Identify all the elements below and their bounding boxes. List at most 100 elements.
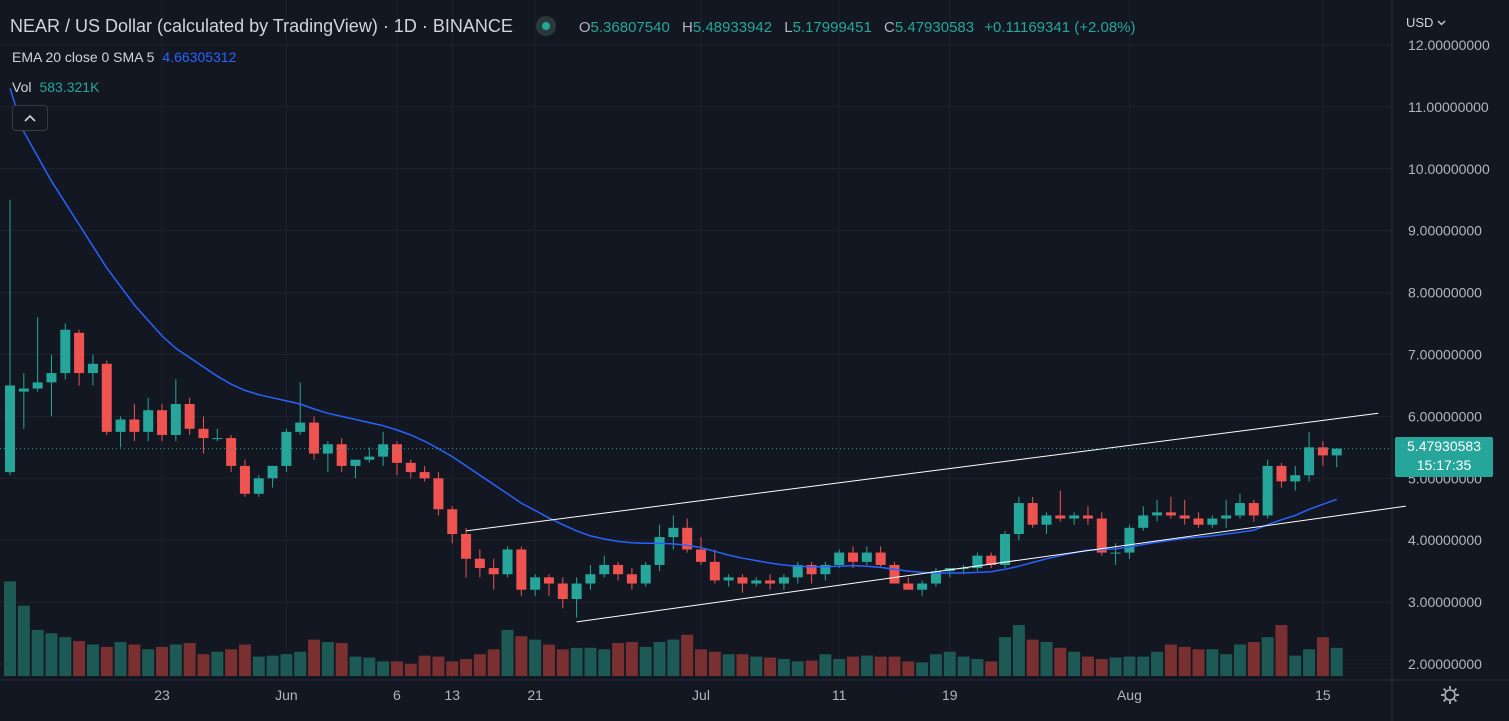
candle-body [765,580,776,584]
candle-body [32,382,43,389]
volume-bar [584,647,597,676]
candle-body [18,388,29,392]
candle-body [170,404,181,435]
candle-body [157,410,168,435]
volume-bar [1012,625,1025,676]
symbol-title[interactable]: NEAR / US Dollar (calculated by TradingV… [10,16,513,36]
volume-bar [238,644,251,676]
high-value: 5.48933942 [692,19,773,36]
last-price-value: 5.47930583 [1407,438,1481,454]
change-value: +0.11169341 (+2.08%) [984,19,1136,36]
volume-bar [86,644,99,676]
ohlc-values: O5.36807540 H5.48933942 L5.17999451 C5.4… [571,19,1136,36]
volume-bar [1109,657,1122,676]
volume-bar [446,661,459,676]
candle-body [87,363,98,374]
volume-bar [1316,637,1329,676]
candle-body [599,564,610,575]
volume-bar [142,649,155,676]
ema-legend[interactable]: EMA 20 close 0 SMA 5 4.66305312 [12,49,236,65]
volume-bar [985,661,998,676]
candle-body [516,549,527,590]
candle-body [336,444,347,466]
volume-bar [1275,625,1288,676]
low-value: 5.17999451 [792,19,872,36]
volume-bar [598,649,611,676]
volume-bar [750,656,763,676]
volume-bar [1026,639,1039,676]
y-tick-label: 10.00000000 [1408,161,1490,177]
candle-body [778,577,789,584]
candle-body [101,363,112,432]
volume-bar [183,643,196,676]
volume-bar [1068,651,1081,676]
candle-body [1041,515,1052,525]
volume-bar [501,629,514,676]
open-label: O [578,19,591,36]
x-tick-label: Aug [1117,687,1142,703]
volume-bar [31,629,44,676]
candle-body [364,456,375,460]
volume-bar [722,654,735,676]
volume-bar [791,661,804,676]
candle-body [129,419,140,432]
candle-body [295,422,306,432]
candle-body [212,438,223,440]
candle-body [1069,515,1080,519]
candle-body [654,537,665,565]
candle-body [571,583,582,600]
time-axis[interactable]: 23 Jun 6 13 21 Jul 11 19 Aug 15 [154,687,1331,703]
volume-bar [45,633,58,676]
candle-body [958,568,969,570]
candle-body [861,552,872,562]
volume-bar [1330,647,1343,676]
candle-body [696,549,706,562]
volume-bar [708,651,721,676]
candle-body [1317,447,1328,456]
ema-line [9,88,1337,574]
volume-bar [418,655,431,676]
candle-body [143,410,154,432]
candle-body [682,527,693,550]
volume-bar [612,643,625,676]
y-tick-label: 11.00000000 [1408,99,1489,115]
volume-bar [667,639,680,676]
candle-body [834,552,845,565]
candle-body [792,564,803,578]
candle-body [585,574,596,584]
x-tick-label: Jul [692,687,710,703]
volume-bars [4,581,1343,676]
volume-bar [570,647,583,676]
settings-gear-icon[interactable] [1440,685,1460,705]
candle-body [613,564,624,575]
candle-body [806,564,817,575]
candle-body [267,465,278,479]
candle-body [115,419,126,432]
candle-body [1013,503,1024,535]
trend-line [576,505,1406,623]
candle-body [1234,503,1245,516]
candle-body [1124,527,1135,553]
volume-bar [542,644,555,676]
volume-bar [999,637,1012,676]
volume-bar [432,656,445,676]
volume-bar [363,657,376,676]
x-tick-label: 23 [154,687,170,703]
volume-bar [860,655,873,676]
currency-selector[interactable]: USD [1406,15,1446,30]
x-tick-label: 13 [444,687,460,703]
market-status-icon[interactable] [535,16,556,36]
candle-body [1207,518,1218,525]
volume-bar [460,659,473,676]
price-axis[interactable]: 12.00000000 11.00000000 10.00000000 9.00000… [1408,37,1490,672]
y-tick-label: 4.00000000 [1408,532,1482,548]
volume-bar [777,659,790,676]
candle-body [281,431,292,466]
collapse-legend-button[interactable] [12,105,48,131]
volume-legend[interactable]: Vol 583.321K [12,79,99,95]
volume-bar [266,655,279,676]
candle-body [626,574,637,584]
volume-legend-value: 583.321K [39,79,100,95]
candle-body [322,444,333,454]
